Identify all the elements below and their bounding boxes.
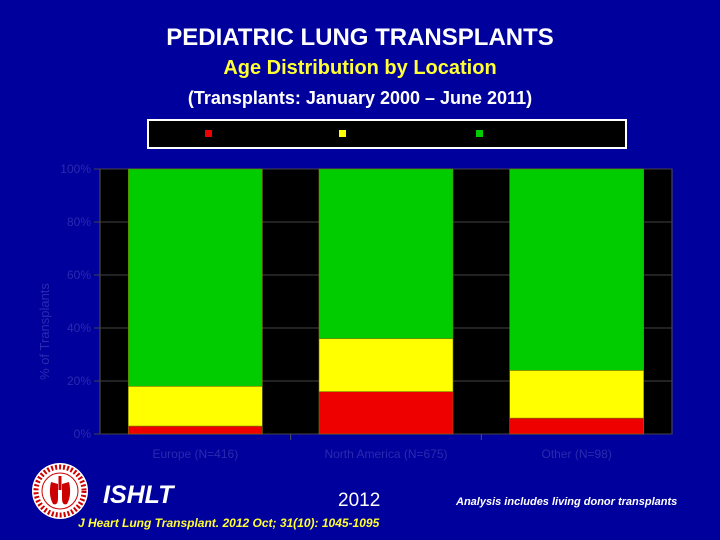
bar-segment bbox=[318, 338, 454, 392]
x-tick-label: North America (N=675) bbox=[324, 447, 447, 461]
footnote: Analysis includes living donor transplan… bbox=[456, 496, 678, 508]
x-tick-label: Other (N=98) bbox=[541, 447, 611, 461]
y-tick-label: 20% bbox=[67, 374, 91, 388]
citation: J Heart Lung Transplant. 2012 Oct; 31(10… bbox=[78, 516, 380, 530]
y-tick-label: 100% bbox=[60, 162, 91, 176]
y-tick-label: 40% bbox=[67, 321, 91, 335]
bar-segment bbox=[128, 385, 263, 427]
stacked-bar-chart: 0% 20% 40% 60% 80% 100% Europe (N=416) North Am… bbox=[37, 162, 673, 461]
y-tick-label: 60% bbox=[67, 268, 91, 282]
chart-legend bbox=[147, 119, 627, 149]
y-tick-label: 0% bbox=[74, 427, 92, 441]
publication-year: 2012 bbox=[338, 490, 381, 511]
chart-subtitle: Age Distribution by Location bbox=[223, 57, 497, 79]
chart-title: PEDIATRIC LUNG TRANSPLANTS bbox=[166, 24, 554, 51]
date-range-subtitle: (Transplants: January 2000 – June 2011) bbox=[187, 88, 533, 108]
x-tick-label: Europe (N=416) bbox=[152, 447, 238, 461]
y-axis-label: % of Transplants bbox=[37, 283, 52, 380]
bar-segment bbox=[318, 391, 454, 435]
legend-swatch-green bbox=[476, 130, 483, 137]
legend-swatch-yellow bbox=[339, 130, 346, 137]
legend-swatch-red bbox=[205, 130, 212, 137]
bar-segment bbox=[509, 370, 644, 419]
bar-segment bbox=[128, 168, 263, 387]
y-tick-label: 80% bbox=[67, 215, 91, 229]
bar-segment bbox=[509, 168, 644, 371]
org-name: ISHLT bbox=[103, 481, 174, 509]
bar-segment bbox=[318, 168, 454, 339]
bar-segment bbox=[509, 417, 644, 435]
bar-segment bbox=[128, 425, 263, 435]
ishlt-logo-icon bbox=[32, 463, 88, 519]
